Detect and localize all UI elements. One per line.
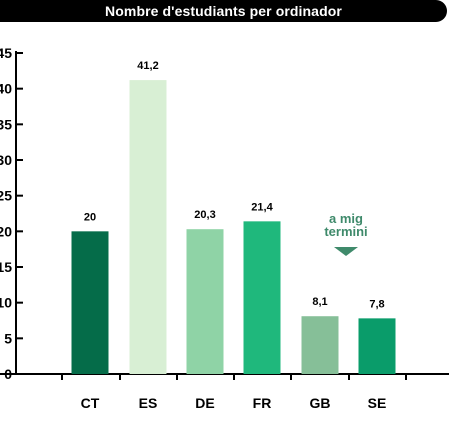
bar-se (358, 318, 396, 374)
chart-title-bar (0, 0, 447, 22)
category-label: GB (310, 395, 331, 411)
chart-labels: 0 5 10 15 20 25 30 35 40 45 20 CT 41,2 ES 20,3 DE 21,4 FR… (0, 45, 386, 411)
y-tick-label: 10 (0, 295, 12, 311)
value-label: 20,3 (194, 209, 215, 221)
category-label: FR (253, 395, 272, 411)
chart-bars (71, 80, 396, 375)
category-label: SE (368, 395, 387, 411)
value-label: 8,1 (312, 296, 327, 308)
y-tick-label: 15 (0, 259, 12, 275)
y-tick-label: 35 (0, 116, 12, 132)
y-tick-label: 5 (4, 330, 12, 346)
bar-gb (301, 316, 339, 374)
category-label: CT (81, 395, 100, 411)
value-label: 21,4 (251, 201, 273, 213)
bar-ct (71, 231, 109, 374)
y-tick-label: 40 (0, 81, 12, 97)
value-label: 7,8 (369, 298, 384, 310)
y-tick-label: 20 (0, 223, 12, 239)
category-label: DE (195, 395, 214, 411)
bar-de (186, 229, 224, 374)
y-tick-label: 45 (0, 45, 12, 61)
chart-title: Nombre d'estudiants per ordinador (105, 3, 342, 19)
category-label: ES (139, 395, 158, 411)
annotation-arrow-icon (334, 247, 358, 256)
value-label: 20 (84, 211, 96, 223)
annotation-line-2: termini (324, 224, 367, 239)
annotation-line-1: a mig (329, 211, 363, 226)
value-label: 41,2 (137, 60, 158, 72)
bar-fr (243, 221, 281, 374)
y-tick-label: 30 (0, 152, 12, 168)
y-tick-label: 25 (0, 188, 12, 204)
bar-es (129, 80, 167, 375)
y-tick-label: 0 (4, 366, 12, 382)
